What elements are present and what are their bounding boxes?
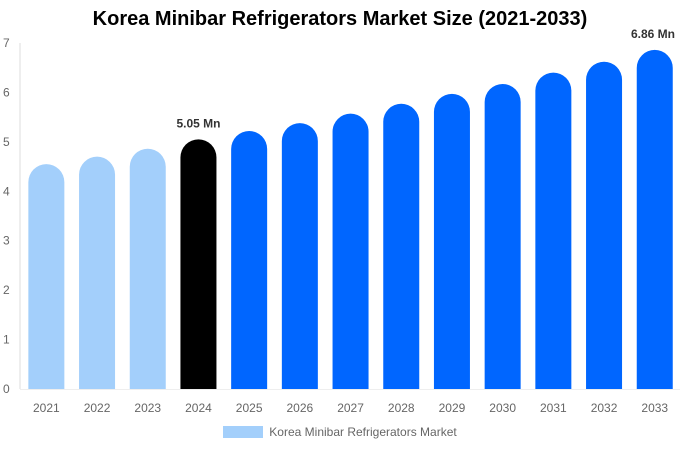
legend-label: Korea Minibar Refrigerators Market [269,425,457,439]
x-tick-label: 2024 [185,401,212,415]
y-tick-label: 6 [3,85,10,99]
bar-2030 [484,84,521,389]
x-tick-label: 2026 [286,401,313,415]
x-tick-label: 2032 [591,401,618,415]
bar-2021 [28,164,65,389]
bar-2028 [383,103,420,389]
bar-2033 [636,49,673,390]
y-tick-label: 1 [3,333,10,347]
bar-2032 [586,61,623,389]
bar-2029 [433,93,470,389]
legend: Korea Minibar Refrigerators Market [0,425,680,439]
y-tick-label: 0 [3,382,10,396]
bar-2031 [535,72,572,390]
x-tick-label: 2033 [641,401,668,415]
y-tick-label: 7 [3,36,10,50]
bar-2025 [231,130,268,390]
y-tick-label: 2 [3,283,10,297]
y-tick-label: 5 [3,135,10,149]
y-tick-label: 4 [3,184,10,198]
x-tick-label: 2030 [489,401,516,415]
x-tick-label: 2027 [337,401,364,415]
x-tick-label: 2025 [236,401,263,415]
bar-2024 [180,139,217,389]
x-tick-label: 2022 [84,401,111,415]
data-label: 5.05 Mn [176,116,220,130]
x-tick-label: 2031 [540,401,567,415]
bar-2027 [332,113,369,389]
bar-2023 [129,148,166,389]
y-tick-label: 3 [3,234,10,248]
legend-swatch [223,426,264,438]
bar-2022 [79,156,116,389]
data-label: 6.86 Mn [631,27,675,41]
chart-title: Korea Minibar Refrigerators Market Size … [92,8,588,30]
x-tick-label: 2028 [388,401,415,415]
bar-2026 [281,123,318,389]
x-tick-label: 2021 [33,401,60,415]
x-tick-label: 2029 [439,401,466,415]
x-tick-label: 2023 [134,401,161,415]
